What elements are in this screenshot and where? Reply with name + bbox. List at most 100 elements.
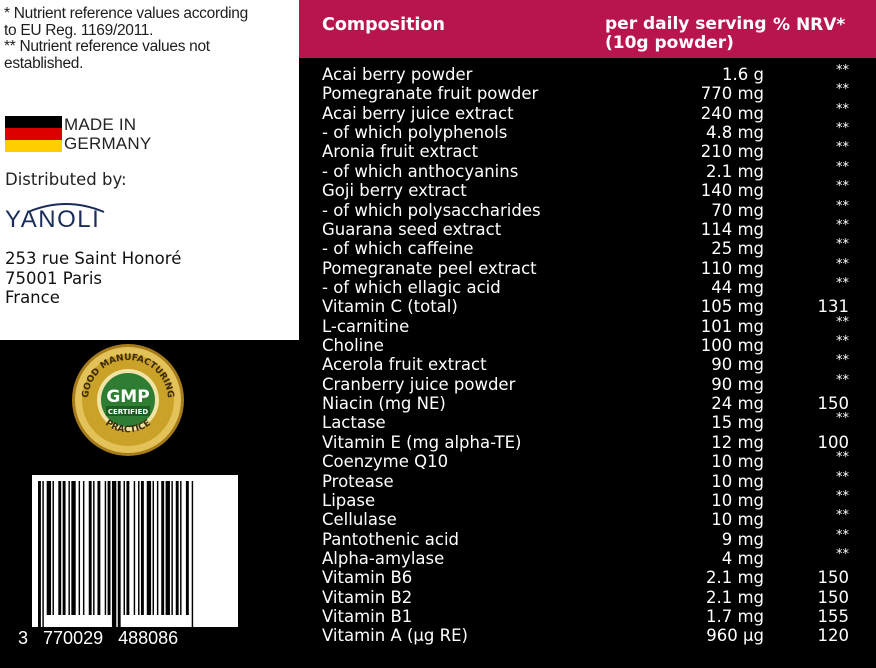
barcode-bar bbox=[38, 481, 41, 627]
ingredient-name: - of which caffeine bbox=[322, 239, 474, 259]
ingredient-name: Acai berry juice extract bbox=[322, 103, 514, 123]
ingredient-amount: 70 mg bbox=[711, 200, 764, 220]
barcode-bar bbox=[171, 481, 173, 615]
ingredient-name: Lipase bbox=[322, 490, 376, 510]
barcode-bar bbox=[111, 481, 117, 627]
ingredient-name: Vitamin C (total) bbox=[322, 297, 458, 317]
table-row: Lipase 10 mg ** bbox=[0, 489, 876, 510]
table-row: Guarana seed extract 114 mg ** bbox=[0, 218, 876, 239]
table-row: Acerola fruit extract 90 mg ** bbox=[0, 353, 876, 375]
table-row: - of which caffeine 25 mg ** bbox=[0, 237, 876, 259]
table-row: Protease 10 mg ** bbox=[0, 470, 876, 491]
table-row: Pomegranate fruit powder 770 mg ** bbox=[0, 82, 876, 104]
svg-text:GMP: GMP bbox=[106, 387, 149, 407]
ingredient-amount: 25 mg bbox=[711, 239, 764, 259]
table-row: Vitamin C (total) 105 mg 131 bbox=[0, 297, 876, 316]
ingredient-nrv: 100 bbox=[817, 432, 850, 452]
ingredient-amount: 2.1 mg bbox=[705, 161, 764, 181]
barcode-bar bbox=[71, 481, 76, 615]
serving-header: per daily serving (10g powder) bbox=[605, 15, 767, 53]
composition-header: Composition bbox=[322, 15, 445, 35]
ingredient-amount: 770 mg bbox=[700, 84, 764, 104]
ingredient-name: Coenzyme Q10 bbox=[322, 452, 449, 472]
barcode-bar bbox=[133, 481, 136, 615]
nrv-header: % NRV* bbox=[773, 15, 846, 35]
barcode-bar bbox=[78, 481, 81, 615]
ingredient-amount: 10 mg bbox=[711, 510, 764, 530]
table-row: Acai berry juice extract 240 mg ** bbox=[0, 102, 876, 123]
ingredient-name: Vitamin B2 bbox=[322, 587, 413, 607]
ingredient-nrv: ** bbox=[836, 101, 849, 117]
ingredient-nrv: ** bbox=[836, 334, 849, 350]
ingredient-nrv: ** bbox=[836, 353, 849, 369]
table-row: - of which anthocyanins 2.1 mg ** bbox=[0, 160, 876, 181]
ingredient-name: Vitamin A (µg RE) bbox=[322, 626, 468, 646]
ingredient-nrv: ** bbox=[836, 256, 849, 272]
ingredient-nrv: ** bbox=[836, 237, 849, 253]
footnotes: * Nutrient reference values according to… bbox=[4, 5, 296, 72]
ingredient-name: - of which polysaccharides bbox=[322, 200, 541, 220]
barcode-bar bbox=[126, 481, 130, 615]
ingredient-nrv: ** bbox=[836, 411, 849, 427]
barcode-bar bbox=[82, 481, 85, 615]
ingredient-amount: 4 mg bbox=[721, 548, 764, 568]
ingredient-name: Goji berry extract bbox=[322, 181, 467, 201]
ingredient-amount: 15 mg bbox=[711, 413, 764, 433]
composition-table: Acai berry powder 1.6 g ** Pomegranate frui… bbox=[0, 63, 876, 646]
barcode-bar bbox=[93, 481, 95, 615]
barcode-bar bbox=[97, 481, 101, 615]
table-row: Goji berry extract 140 mg ** bbox=[0, 179, 876, 201]
ingredient-name: Pomegranate fruit powder bbox=[322, 84, 539, 104]
serving-header-line: (10g powder) bbox=[605, 33, 734, 53]
brand-swoosh-icon bbox=[27, 203, 105, 213]
ingredient-nrv: 131 bbox=[817, 297, 850, 317]
barcode-bar bbox=[68, 481, 70, 615]
table-row: Acai berry powder 1.6 g ** bbox=[0, 63, 876, 84]
ingredient-name: Guarana seed extract bbox=[322, 219, 502, 239]
barcode-bar bbox=[140, 481, 144, 615]
barcode-digit: 3 bbox=[18, 628, 29, 648]
made-in-label: MADE IN GERMANY bbox=[64, 115, 151, 153]
ingredient-nrv: ** bbox=[836, 140, 849, 156]
gmp-seal-icon: GOOD MANUFACTURING PRACTICE GMP CERTIFIE… bbox=[72, 344, 184, 456]
barcode-bar bbox=[123, 481, 125, 615]
svg-text:CERTIFIED: CERTIFIED bbox=[108, 408, 149, 416]
table-row: Choline 100 mg ** bbox=[0, 334, 876, 355]
ingredient-amount: 960 µg bbox=[706, 626, 764, 646]
ingredient-amount: 90 mg bbox=[711, 355, 764, 375]
ingredient-name: Pomegranate peel extract bbox=[322, 258, 537, 278]
serving-header-line: per daily serving bbox=[605, 14, 767, 34]
barcode-bar bbox=[117, 481, 121, 627]
table-row: Aronia fruit extract 210 mg ** bbox=[0, 140, 876, 161]
table-row: - of which polyphenols 4.8 mg ** bbox=[0, 121, 876, 143]
ingredient-amount: 101 mg bbox=[700, 316, 764, 336]
made-in-line: GERMANY bbox=[64, 134, 152, 153]
ingredient-amount: 1.6 g bbox=[722, 65, 764, 84]
ingredient-amount: 24 mg bbox=[711, 394, 764, 414]
barcode bbox=[32, 475, 238, 627]
address-line: 253 rue Saint Honoré bbox=[5, 249, 182, 268]
barcode-bar bbox=[46, 481, 52, 615]
ingredient-amount: 140 mg bbox=[700, 181, 764, 201]
ingredient-amount: 44 mg bbox=[711, 277, 764, 297]
table-row: Vitamin B2 2.1 mg 150 bbox=[0, 588, 876, 607]
barcode-bar bbox=[165, 481, 170, 615]
ingredient-nrv: ** bbox=[836, 372, 849, 388]
barcode-bar bbox=[185, 481, 189, 615]
table-row: Pantothenic acid 9 mg ** bbox=[0, 528, 876, 549]
ingredient-amount: 10 mg bbox=[711, 452, 764, 472]
barcode-bar bbox=[42, 481, 44, 627]
ingredient-nrv: 150 bbox=[817, 568, 850, 588]
ingredient-amount: 90 mg bbox=[711, 374, 764, 394]
barcode-bar bbox=[88, 481, 92, 615]
germany-flag-icon bbox=[5, 116, 62, 152]
ingredient-name: Protease bbox=[322, 471, 394, 491]
table-row: Cellulase 10 mg ** bbox=[0, 508, 876, 530]
ingredient-name: - of which ellagic acid bbox=[322, 277, 501, 297]
ingredient-amount: 2.1 mg bbox=[705, 568, 764, 588]
ingredient-nrv: ** bbox=[836, 508, 849, 524]
footnote-line: * Nutrient reference values according bbox=[4, 5, 248, 22]
ingredient-amount: 4.8 mg bbox=[705, 123, 764, 143]
table-row: L-carnitine 101 mg ** bbox=[0, 315, 876, 336]
barcode-bar bbox=[180, 481, 182, 615]
